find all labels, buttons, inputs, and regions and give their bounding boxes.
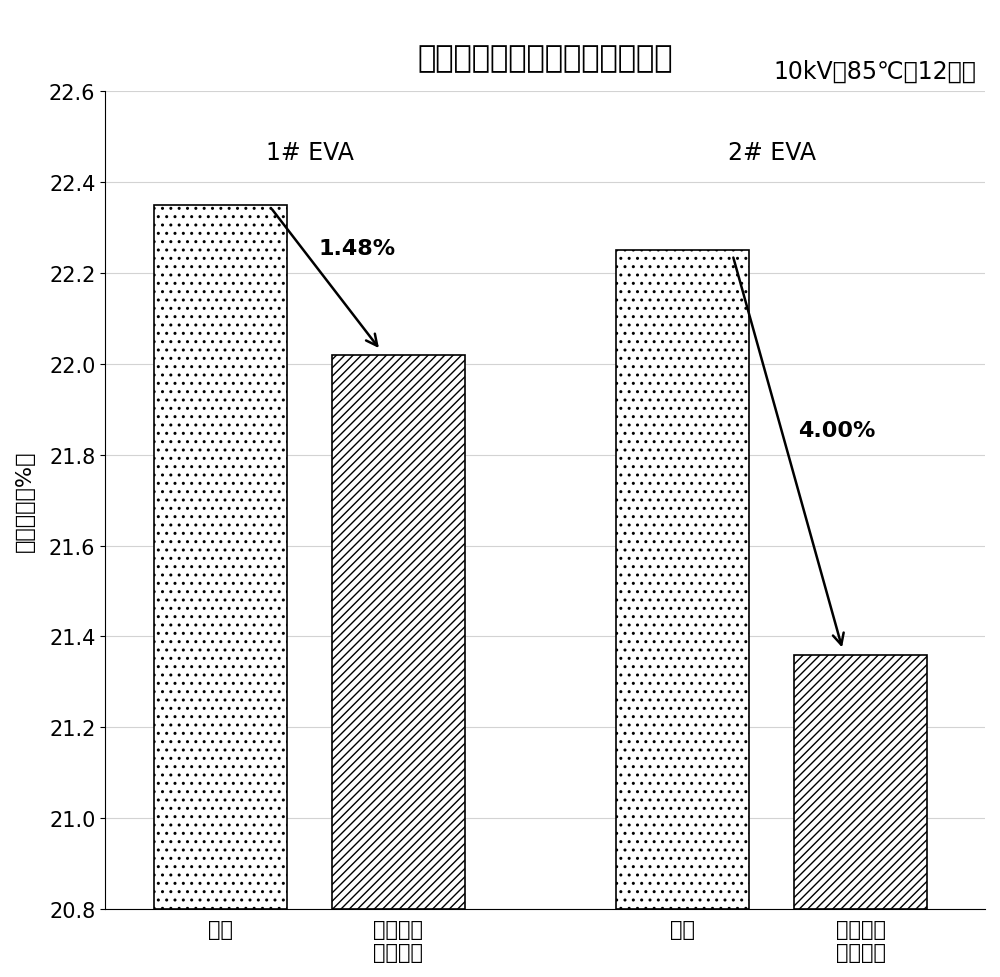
Text: 2# EVA: 2# EVA [728, 141, 816, 165]
Bar [794, 655, 927, 910]
Text: 1.48%: 1.48% [318, 238, 396, 259]
Text: 4.00%: 4.00% [798, 420, 876, 441]
Text: 1# EVA: 1# EVA [266, 141, 353, 165]
Bar [154, 206, 287, 910]
Bar [332, 356, 465, 910]
Y-axis label: 电池效率（%）: 电池效率（%） [15, 450, 35, 551]
Text: 10kV，85℃，12小时: 10kV，85℃，12小时 [773, 60, 976, 83]
Title: 封装材料对电势感应衰减的影响: 封装材料对电势感应衰减的影响 [417, 44, 673, 73]
Bar [616, 251, 749, 910]
